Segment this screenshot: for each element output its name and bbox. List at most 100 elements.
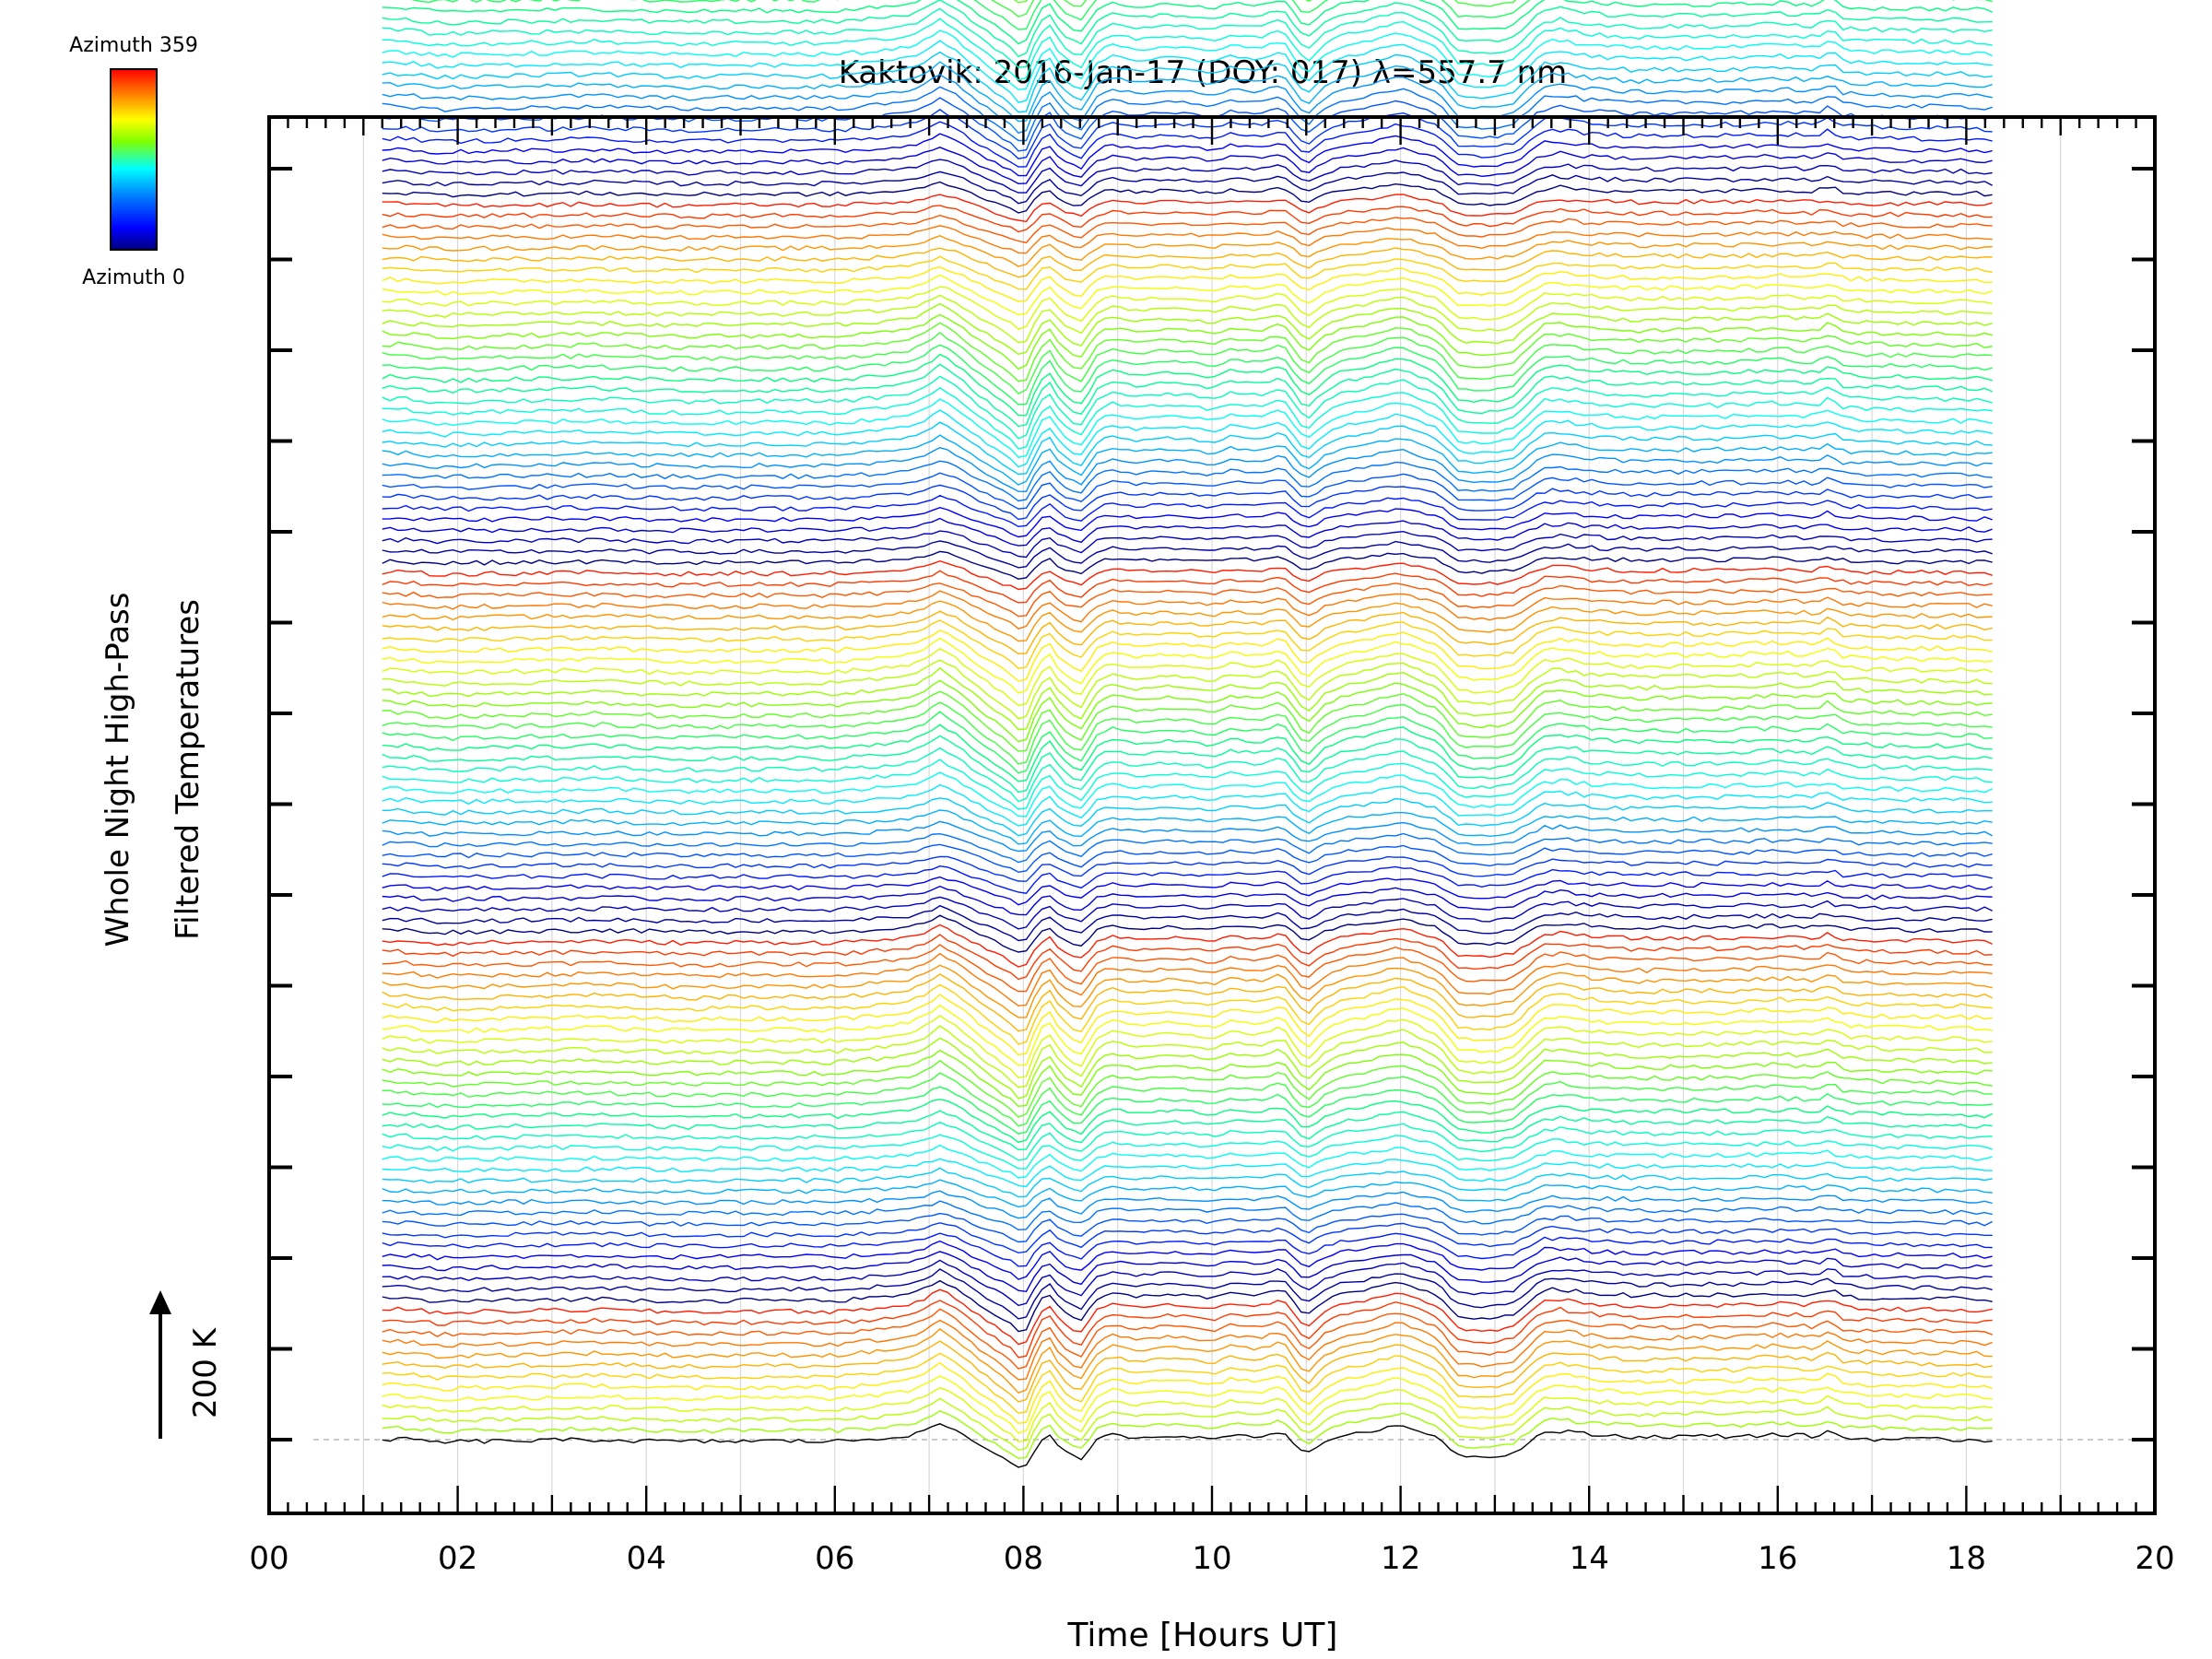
- temperature-trace: [382, 363, 1993, 428]
- temperature-trace: [382, 1232, 1993, 1267]
- temperature-trace: [382, 1361, 1993, 1425]
- temperature-trace: [382, 797, 1993, 837]
- temperature-trace: [382, 0, 1993, 45]
- temperature-trace: [382, 973, 1993, 1032]
- temperature-trace: [382, 29, 1993, 91]
- temperature-trace: [382, 843, 1993, 874]
- x-tick-label: 16: [1758, 1540, 1797, 1577]
- temperature-trace: [382, 885, 1993, 916]
- temperature-trace: [382, 1340, 1993, 1403]
- temperature-trace: [382, 1179, 1993, 1208]
- temperature-trace: [382, 1288, 1993, 1346]
- temperature-trace: [382, 1059, 1993, 1118]
- temperature-trace: [382, 386, 1993, 450]
- temperature-trace: [382, 1158, 1993, 1188]
- temperature-trace: [382, 421, 1993, 476]
- temperature-trace: [382, 86, 1993, 142]
- temperature-trace: [382, 61, 1993, 123]
- scale-arrow: [149, 1290, 171, 1439]
- temperature-trace: [382, 265, 1993, 302]
- temperature-trace: [382, 771, 1994, 818]
- temperature-trace: [382, 247, 1993, 278]
- temperature-trace: [382, 398, 1993, 458]
- temperature-trace: [382, 331, 1993, 394]
- temperature-trace: [382, 506, 1993, 538]
- temperature-trace: [382, 255, 1993, 290]
- temperature-trace: [382, 550, 1993, 581]
- temperature-trace: [382, 274, 1993, 316]
- temperature-trace: [382, 679, 1993, 743]
- temperature-trace: [382, 460, 1993, 502]
- y-axis-label-line2: Filtered Temperatures: [170, 599, 206, 940]
- temperature-trace: [382, 1144, 1993, 1179]
- temperature-trace: [382, 924, 1993, 968]
- temperature-trace: [382, 51, 1993, 113]
- x-tick-label: 14: [1570, 1540, 1609, 1577]
- temperature-trace: [382, 994, 1993, 1056]
- temperature-trace: [382, 783, 1993, 827]
- temperature-trace: [382, 294, 1993, 344]
- temperature-trace: [382, 1327, 1993, 1394]
- temperature-trace: [382, 600, 1993, 642]
- temperature-trace: [382, 540, 1993, 569]
- temperature-trace: [382, 735, 1993, 794]
- scale-label: 200 K: [187, 1326, 224, 1418]
- temperature-trace: [382, 225, 1993, 254]
- temperature-trace: [382, 896, 1994, 930]
- x-axis-label: Time [Hours UT]: [1067, 1617, 1338, 1654]
- x-tick-label: 18: [1947, 1540, 1986, 1577]
- temperature-trace: [382, 181, 1993, 214]
- temperature-trace: [382, 944, 1993, 993]
- temperature-trace: [382, 711, 1993, 774]
- temperature-trace: [382, 666, 1993, 731]
- axes-layer: 00 02 04 06 08 10 12 14 16 18 20: [249, 115, 2175, 1577]
- temperature-trace: [382, 1300, 1993, 1359]
- temperature-trace: [382, 434, 1993, 486]
- temperature-trace: [382, 375, 1993, 440]
- x-tick-label: 02: [438, 1540, 477, 1577]
- temperature-trace: [382, 647, 1993, 707]
- temperature-trace: [382, 1259, 1993, 1307]
- temperature-trace: [382, 629, 1993, 682]
- x-tick-label: 12: [1381, 1540, 1420, 1577]
- x-tick-label: 20: [2135, 1540, 2174, 1577]
- temperature-trace: [382, 855, 1993, 882]
- temperature-trace: [382, 322, 1993, 382]
- temperature-trace: [382, 109, 1993, 159]
- colorbar-bottom-label: Azimuth 0: [82, 266, 185, 289]
- temperature-trace: [382, 1190, 1993, 1219]
- temperature-trace: [382, 659, 1993, 720]
- temperature-trace: [382, 409, 1993, 468]
- temperature-trace: [382, 0, 1993, 58]
- temperature-trace: [382, 1387, 1993, 1443]
- temperature-trace: [382, 205, 1993, 233]
- temperature-trace: [382, 1086, 1993, 1135]
- temperature-trace: [382, 559, 1993, 591]
- x-tick-label: 10: [1192, 1540, 1231, 1577]
- temperature-trace: [382, 1397, 1993, 1452]
- temperature-trace: [382, 517, 1993, 547]
- x-tick-label: 06: [815, 1540, 854, 1577]
- temperature-trace: [382, 0, 1993, 30]
- temperature-trace: [382, 214, 1993, 244]
- temperature-trace: [382, 484, 1993, 521]
- temperature-trace: [382, 1072, 1993, 1127]
- temperature-trace: [382, 1167, 1993, 1198]
- temperature-trace: [382, 914, 1993, 953]
- temperature-trace: [382, 74, 1993, 135]
- temperature-trace: [382, 983, 1993, 1045]
- temperature-trace: [382, 494, 1993, 528]
- temperature-trace: [382, 964, 1993, 1018]
- temperature-trace: [382, 18, 1993, 81]
- temperature-trace: [382, 1121, 1993, 1161]
- temperature-trace: [382, 865, 1993, 894]
- temperature-trace: [382, 1423, 1993, 1468]
- temperature-trace: [382, 7, 1993, 68]
- temperature-trace: [382, 1279, 1993, 1333]
- temperature-trace: [382, 1268, 1993, 1320]
- temperature-trace: [382, 171, 1994, 205]
- temperature-trace: [382, 446, 1993, 493]
- temperature-trace: [382, 344, 1993, 406]
- temperature-trace: [382, 353, 1993, 417]
